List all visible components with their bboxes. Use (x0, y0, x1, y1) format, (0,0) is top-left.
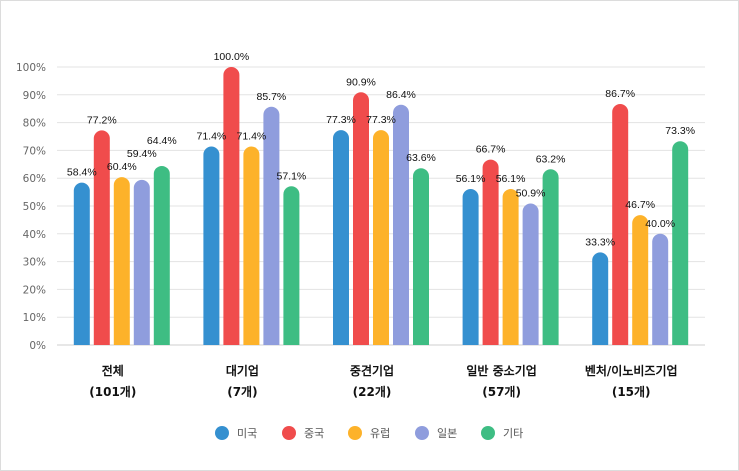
y-tick-label: 40% (23, 229, 46, 241)
data-label: 77.3% (326, 114, 356, 126)
bar (652, 233, 669, 345)
data-label: 40.0% (645, 218, 675, 230)
data-label: 50.9% (516, 187, 546, 199)
data-label: 86.4% (386, 89, 416, 101)
data-label: 64.4% (147, 135, 177, 147)
y-tick-label: 60% (23, 173, 46, 185)
x-tick-sublabel: (15개) (612, 385, 651, 399)
bar (592, 252, 609, 345)
bar (502, 189, 519, 345)
data-label: 73.3% (665, 125, 695, 137)
y-tick-label: 20% (23, 284, 46, 296)
bar (672, 141, 689, 345)
bar (223, 67, 240, 345)
bar (482, 159, 499, 345)
bar (263, 106, 280, 345)
x-tick-sublabel: (57개) (482, 385, 521, 399)
data-label: 58.4% (67, 167, 97, 179)
legend-marker (481, 426, 495, 440)
data-label: 60.4% (107, 161, 137, 173)
legend-label: 중국 (304, 427, 324, 440)
bar (632, 215, 649, 345)
data-label: 66.7% (476, 144, 506, 156)
data-label: 57.1% (277, 170, 307, 182)
data-label: 33.3% (585, 236, 615, 248)
bar (393, 104, 409, 345)
y-tick-label: 50% (23, 201, 46, 213)
bar (203, 146, 220, 345)
bar (522, 203, 539, 345)
data-label: 90.9% (346, 76, 376, 88)
x-tick-label: 벤처/이노비즈기업 (585, 363, 678, 378)
bar (73, 182, 90, 345)
x-tick-sublabel: (101개) (89, 385, 136, 399)
bar (612, 103, 629, 345)
data-label: 85.7% (257, 91, 287, 103)
legend-marker (415, 426, 429, 440)
data-label: 71.4% (197, 131, 227, 143)
legend-label: 기타 (503, 427, 523, 440)
bar (542, 169, 559, 345)
bar (283, 186, 300, 345)
legend-marker (215, 426, 229, 440)
x-tick-sublabel: (22개) (353, 385, 392, 399)
legend-label: 미국 (237, 427, 257, 440)
bar (353, 92, 369, 345)
bar (413, 168, 429, 345)
y-tick-label: 70% (23, 145, 46, 157)
data-label: 59.4% (127, 148, 157, 160)
bar (113, 177, 130, 345)
x-tick-label: 대기업 (226, 363, 259, 378)
data-label: 56.1% (456, 173, 486, 185)
y-tick-label: 30% (23, 257, 46, 269)
data-label: 86.7% (605, 88, 635, 100)
y-tick-label: 0% (29, 340, 46, 352)
data-label: 63.6% (406, 152, 436, 164)
x-tick-label: 중견기업 (350, 363, 394, 378)
data-label: 71.4% (237, 131, 267, 143)
y-tick-label: 90% (23, 90, 46, 102)
data-label: 77.3% (366, 114, 396, 126)
legend-label: 유럽 (370, 426, 390, 440)
y-tick-label: 10% (23, 312, 46, 324)
data-label: 100.0% (214, 51, 250, 63)
bar (462, 189, 479, 345)
data-label: 63.2% (536, 153, 566, 165)
data-label: 46.7% (625, 199, 655, 211)
legend-marker (348, 426, 362, 440)
legend-marker (282, 426, 296, 440)
bar (373, 130, 389, 345)
bar (153, 165, 170, 345)
bar (333, 130, 349, 345)
x-tick-sublabel: (7개) (227, 385, 257, 399)
x-tick-label: 일반 중소기업 (466, 363, 536, 378)
bar (243, 146, 260, 345)
data-label: 56.1% (496, 173, 526, 185)
y-tick-label: 80% (23, 118, 46, 130)
bar (133, 179, 150, 345)
x-tick-label: 전체 (102, 363, 124, 378)
legend-label: 일본 (437, 426, 457, 440)
bar (93, 130, 110, 345)
data-label: 77.2% (87, 114, 117, 126)
y-tick-label: 100% (16, 62, 46, 74)
